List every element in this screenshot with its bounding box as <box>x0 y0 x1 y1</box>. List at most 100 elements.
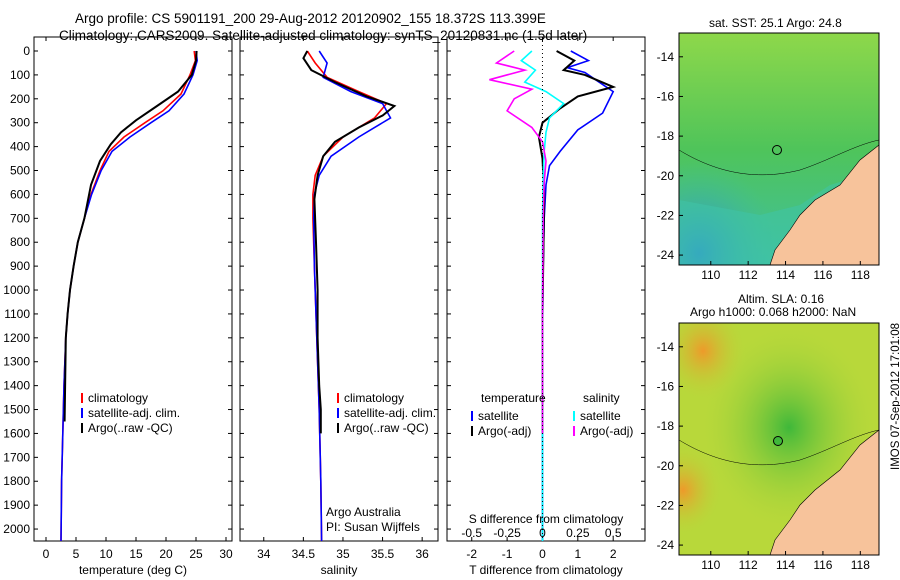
depth-tick-label: 2000 <box>3 522 30 536</box>
map-lon-label: 110 <box>701 268 720 282</box>
series-line <box>312 50 392 542</box>
imos-timestamp: IMOS 07-Sep-2012 17:01:08 <box>890 322 900 470</box>
map-lat-label: -20 <box>657 459 675 473</box>
difference-xtick-label: 1 <box>574 547 581 561</box>
difference-plot-frame <box>446 36 646 542</box>
series-line <box>60 50 199 542</box>
depth-tick-label: 700 <box>10 211 30 225</box>
legend-label: Argo(-adj) <box>580 424 633 438</box>
salinity-xtick-label: 34.5 <box>292 547 316 561</box>
sla-map-title-1: Altim. SLA: 0.16 <box>738 292 825 306</box>
s-diff-tick-label: 0 <box>539 526 546 540</box>
temperature-xtick-label: 30 <box>219 547 233 561</box>
title-line-1: Argo profile: CS 5901191_200 29-Aug-2012… <box>75 11 546 26</box>
depth-tick-label: 1200 <box>3 331 30 345</box>
legend-label: satellite <box>580 409 621 423</box>
map-lat-label: -20 <box>657 169 675 183</box>
series-line <box>489 50 547 434</box>
map-lat-label: -22 <box>657 208 675 222</box>
depth-tick-label: 1500 <box>3 403 30 417</box>
difference-xtick-label: -1 <box>502 547 513 561</box>
map-lon-label: 118 <box>851 268 870 282</box>
difference-xtick-label: 0 <box>539 547 546 561</box>
series-line <box>537 50 617 434</box>
depth-tick-label: 200 <box>10 92 30 106</box>
temperature-xtick-label: 25 <box>189 547 203 561</box>
temperature-plot-frame <box>33 36 233 542</box>
sst-argo-marker <box>772 145 782 155</box>
map-lon-label: 112 <box>739 268 758 282</box>
depth-tick-label: 1700 <box>3 450 30 464</box>
map-lat-label: -22 <box>657 498 675 512</box>
map-lat-label: -14 <box>657 340 675 354</box>
depth-tick-label: 1900 <box>3 498 30 512</box>
legend-label: Argo(..raw -QC) <box>344 421 429 435</box>
depth-tick-label: 1100 <box>4 307 30 321</box>
salinity-plot-frame <box>239 36 439 542</box>
series-line <box>63 50 198 422</box>
depth-tick-label: 1000 <box>3 283 30 297</box>
map-lon-label: 114 <box>776 268 795 282</box>
salinity-annotation: PI: Susan Wijffels <box>326 520 420 534</box>
map-lon-label: 110 <box>701 558 720 572</box>
temperature-xtick-label: 15 <box>129 547 143 561</box>
map-lon-label: 112 <box>739 558 758 572</box>
s-diff-tick-label: -0.25 <box>493 526 521 540</box>
depth-tick-label: 300 <box>10 116 30 130</box>
salinity-annotation: Argo Australia <box>326 505 401 519</box>
legend-label: climatology <box>344 391 404 405</box>
series-line <box>306 50 388 542</box>
temperature-xtick-label: 20 <box>159 547 173 561</box>
depth-tick-label: 900 <box>10 259 30 273</box>
temperature-xtick-label: 5 <box>73 547 80 561</box>
depth-tick-label: 100 <box>10 68 30 82</box>
map-lat-label: -24 <box>657 538 675 552</box>
sst-map-title: sat. SST: 25.1 Argo: 24.8 <box>709 16 842 30</box>
sst-map <box>678 32 880 266</box>
difference-xtick-label: -2 <box>466 547 477 561</box>
sla-map-title-2: Argo h1000: 0.068 h2000: NaN <box>690 305 857 319</box>
salinity-xtick-label: 36 <box>415 547 429 561</box>
title-line-2: Climatology: CARS2009. Satellite-adjuste… <box>59 28 588 43</box>
legend-label: satellite-adj. clim. <box>88 406 180 420</box>
depth-tick-label: 1600 <box>3 426 30 440</box>
legend-title-salinity: salinity <box>583 391 620 405</box>
depth-tick-label: 400 <box>10 140 30 154</box>
series-line <box>541 50 615 541</box>
depth-tick-label: 500 <box>10 164 30 178</box>
legend-label: Argo(..raw -QC) <box>88 421 173 435</box>
map-lon-label: 114 <box>776 558 795 572</box>
legend-label: climatology <box>88 391 148 405</box>
map-lon-label: 118 <box>851 558 870 572</box>
depth-tick-label: 800 <box>10 235 30 249</box>
map-lat-label: -18 <box>657 129 675 143</box>
salinity-xtick-label: 34 <box>257 547 271 561</box>
s-diff-tick-label: -0.5 <box>461 526 482 540</box>
legend-title-temperature: temperature <box>481 391 546 405</box>
temperature-xlabel: temperature (deg C) <box>79 563 187 577</box>
temperature-xtick-label: 10 <box>99 547 113 561</box>
s-diff-label: S difference from climatology <box>469 512 624 526</box>
legend-label: satellite-adj. clim. <box>344 406 436 420</box>
salinity-xtick-label: 35 <box>336 547 350 561</box>
depth-tick-label: 0 <box>23 44 30 58</box>
depth-tick-label: 1800 <box>3 474 30 488</box>
map-lon-label: 116 <box>813 268 832 282</box>
s-diff-tick-label: 0.25 <box>566 526 590 540</box>
difference-xlabel: T difference from climatology <box>469 563 623 577</box>
map-lat-label: -18 <box>657 419 675 433</box>
depth-tick-label: 1400 <box>3 379 30 393</box>
map-lat-label: -16 <box>657 379 675 393</box>
series-line <box>60 50 197 542</box>
map-lat-label: -16 <box>657 89 675 103</box>
map-lat-label: -14 <box>657 50 675 64</box>
series-line <box>302 50 397 434</box>
sla-argo-marker <box>773 436 783 446</box>
depth-tick-label: 1300 <box>3 355 30 369</box>
legend-label: Argo(-adj) <box>478 424 531 438</box>
legend-label: satellite <box>478 409 519 423</box>
map-lat-label: -24 <box>657 248 675 262</box>
salinity-xtick-label: 35.5 <box>371 547 395 561</box>
temperature-xtick-label: 0 <box>43 547 50 561</box>
